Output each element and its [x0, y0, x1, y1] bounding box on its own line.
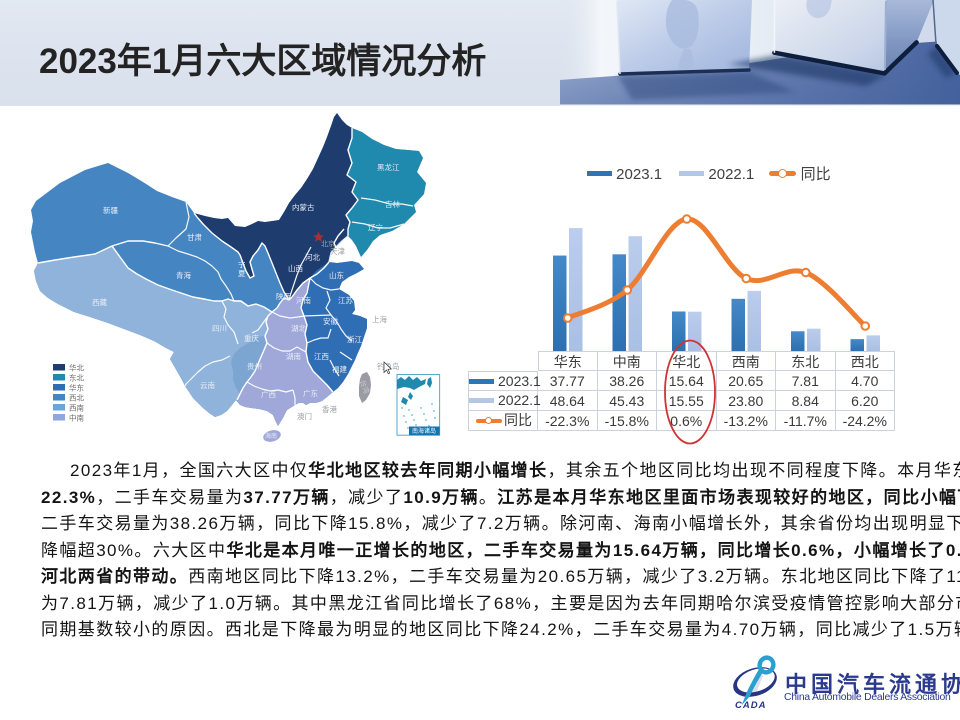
- svg-text:广西: 广西: [261, 389, 276, 399]
- svg-text:西藏: 西藏: [92, 297, 107, 307]
- svg-text:内蒙古: 内蒙古: [292, 202, 315, 212]
- svg-text:河南: 河南: [296, 295, 311, 305]
- svg-text:陕西: 陕西: [276, 291, 291, 301]
- svg-text:广东: 广东: [303, 388, 318, 398]
- svg-text:江西: 江西: [314, 352, 329, 361]
- svg-text:云南: 云南: [200, 380, 215, 390]
- svg-text:CADA: CADA: [735, 700, 766, 711]
- svg-text:黑龙江: 黑龙江: [377, 162, 400, 172]
- svg-text:福建: 福建: [332, 364, 347, 374]
- svg-text:中南: 中南: [69, 413, 84, 423]
- svg-text:华东: 华东: [69, 383, 84, 393]
- svg-text:海南: 海南: [265, 432, 277, 440]
- svg-text:天津: 天津: [330, 247, 345, 256]
- svg-text:湖南: 湖南: [286, 351, 301, 361]
- svg-text:辽宁: 辽宁: [368, 222, 383, 232]
- svg-text:贵州: 贵州: [247, 361, 262, 371]
- svg-text:浙江: 浙江: [347, 334, 362, 344]
- svg-text:华北: 华北: [69, 363, 84, 373]
- svg-text:西北: 西北: [69, 394, 84, 403]
- svg-text:江苏: 江苏: [338, 295, 353, 305]
- svg-text:重庆: 重庆: [244, 333, 259, 343]
- svg-text:南海诸岛: 南海诸岛: [412, 427, 436, 435]
- svg-text:西南: 西南: [69, 403, 84, 413]
- svg-text:山西: 山西: [288, 263, 303, 273]
- svg-text:河北: 河北: [305, 253, 320, 262]
- svg-text:夏: 夏: [238, 269, 246, 278]
- svg-text:澳门: 澳门: [297, 411, 312, 421]
- svg-text:甘肃: 甘肃: [187, 232, 202, 242]
- svg-text:青海: 青海: [176, 270, 191, 280]
- svg-text:新疆: 新疆: [103, 205, 118, 215]
- svg-text:四川: 四川: [212, 324, 227, 333]
- svg-text:吉林: 吉林: [385, 199, 400, 209]
- svg-text:安徽: 安徽: [323, 316, 338, 326]
- svg-text:山东: 山东: [329, 270, 344, 280]
- svg-text:香港: 香港: [322, 404, 337, 414]
- svg-text:东北: 东北: [69, 373, 84, 383]
- svg-text:上海: 上海: [372, 314, 387, 324]
- svg-text:北京: 北京: [321, 239, 335, 248]
- svg-text:宁: 宁: [238, 259, 246, 269]
- svg-text:湖北: 湖北: [291, 324, 306, 333]
